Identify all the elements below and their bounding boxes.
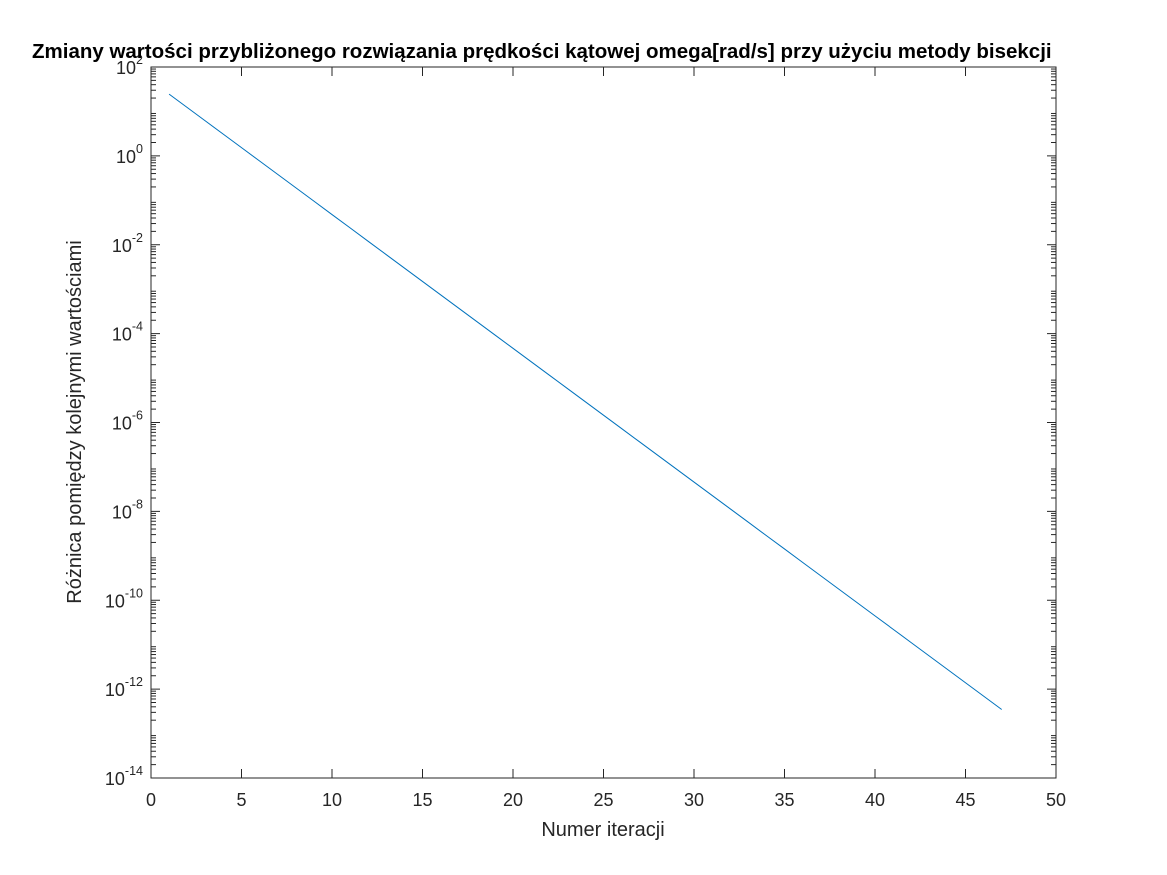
y-tick-label: 10-14 — [105, 764, 143, 789]
x-tick-label: 15 — [412, 790, 432, 810]
y-tick-label: 10-2 — [112, 231, 143, 256]
x-axis-label: Numer iteracji — [541, 819, 664, 841]
x-tick-label: 45 — [955, 790, 975, 810]
y-tick-label: 10-8 — [112, 497, 143, 522]
y-tick-label: 10-4 — [112, 320, 143, 345]
x-tick-label: 25 — [593, 790, 613, 810]
data-series — [168, 93, 1002, 710]
x-tick-label: 40 — [865, 790, 885, 810]
x-tick-label: 20 — [503, 790, 523, 810]
y-tick-label: 10-12 — [105, 675, 143, 700]
plot-area — [150, 66, 1057, 779]
series-line — [168, 93, 1002, 710]
axis-ticks — [150, 66, 1057, 779]
x-tick-label: 35 — [774, 790, 794, 810]
x-tick-label: 10 — [322, 790, 342, 810]
axis-tick-labels: 0 5 10 15 20 25 30 35 40 45 50 10-14 10-12 10-10 10-8 1… — [105, 53, 1066, 810]
y-tick-label: 10-10 — [105, 586, 143, 611]
x-tick-label: 30 — [684, 790, 704, 810]
y-tick-label: 10-6 — [112, 409, 143, 434]
y-tick-label: 102 — [116, 53, 143, 78]
x-tick-label: 0 — [146, 790, 156, 810]
y-axis-label: Różnica pomiędzy kolejnymi wartościami — [64, 240, 86, 603]
x-tick-label: 5 — [236, 790, 246, 810]
x-tick-label: 50 — [1046, 790, 1066, 810]
chart-title: Zmiany wartości przybliżonego rozwiązani… — [32, 40, 1052, 63]
y-tick-label: 100 — [116, 142, 143, 167]
